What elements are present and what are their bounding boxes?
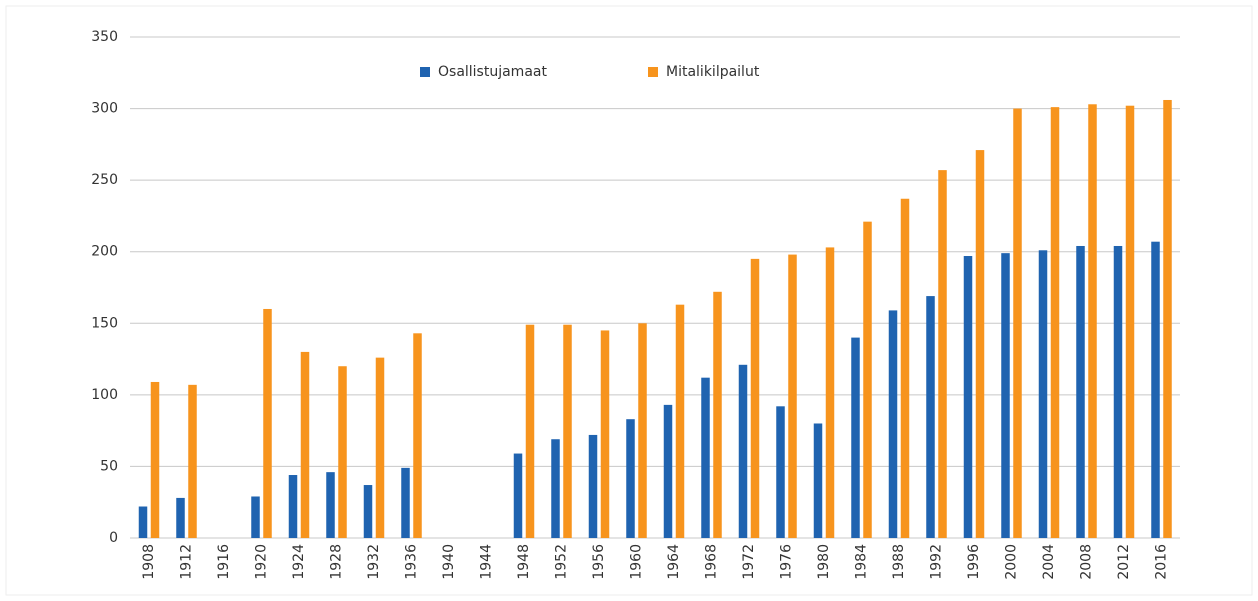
legend-swatch <box>420 67 430 77</box>
bar <box>563 324 572 538</box>
x-tick-label: 1964 <box>666 544 682 580</box>
bar <box>863 221 872 538</box>
bar <box>401 467 410 538</box>
x-tick-label: 1932 <box>366 544 382 580</box>
x-tick-label: 1948 <box>516 544 532 580</box>
legend-label: Osallistujamaat <box>438 64 547 80</box>
bar <box>300 351 310 538</box>
bar <box>1125 105 1135 539</box>
bar <box>513 453 523 538</box>
x-tick-label: 1968 <box>703 544 719 580</box>
bar <box>326 472 335 538</box>
bar <box>288 475 298 538</box>
x-tick-label: 2016 <box>1153 544 1169 580</box>
bar <box>588 434 598 538</box>
bar <box>900 198 910 538</box>
bar <box>1088 104 1097 538</box>
bar <box>1038 250 1048 539</box>
x-tick-label: 2012 <box>1116 544 1132 580</box>
x-tick-label: 1980 <box>816 544 832 580</box>
x-tick-label: 2004 <box>1041 544 1057 580</box>
bar <box>338 366 347 538</box>
bar <box>1050 107 1060 538</box>
bar <box>1001 253 1010 538</box>
bar <box>1151 241 1160 539</box>
x-tick-label: 2000 <box>1003 544 1019 580</box>
x-tick-label: 1984 <box>853 544 869 580</box>
x-tick-label: 1940 <box>441 544 457 580</box>
bar <box>975 150 985 538</box>
bar <box>1076 245 1085 538</box>
x-tick-label: 1952 <box>553 544 569 580</box>
x-tick-label: 1988 <box>891 544 907 580</box>
x-tick-label: 1996 <box>966 544 982 580</box>
bar <box>188 384 197 538</box>
bar <box>251 496 260 538</box>
bar <box>938 170 947 538</box>
bar <box>788 254 797 538</box>
x-tick-label: 1928 <box>328 544 344 580</box>
x-tick-label: 1972 <box>741 544 757 580</box>
bar <box>888 310 898 538</box>
x-tick-label: 1960 <box>628 544 644 580</box>
legend-swatch <box>648 67 658 77</box>
y-tick-label: 100 <box>91 387 118 403</box>
bar <box>551 439 560 538</box>
bar <box>375 357 385 538</box>
x-tick-label: 1924 <box>291 544 307 580</box>
y-tick-label: 200 <box>91 244 118 260</box>
bar <box>701 377 710 538</box>
x-tick-label: 1912 <box>178 544 194 580</box>
x-tick-label: 1920 <box>253 544 269 580</box>
bar <box>663 404 673 538</box>
x-tick-label: 2008 <box>1078 544 1094 580</box>
y-tick-label: 300 <box>91 101 118 117</box>
legend-label: Mitalikilpailut <box>666 64 760 80</box>
x-tick-label: 1976 <box>778 544 794 580</box>
bar <box>600 330 610 538</box>
bar <box>1163 99 1172 539</box>
bar <box>825 247 835 539</box>
bar <box>851 337 860 538</box>
bar <box>813 423 823 538</box>
bar <box>963 256 973 538</box>
bar <box>675 304 685 538</box>
y-tick-label: 250 <box>91 172 118 188</box>
bar <box>176 497 185 538</box>
bar <box>413 333 422 538</box>
bar <box>1013 108 1022 539</box>
x-tick-label: 1956 <box>591 544 607 580</box>
bar <box>1113 245 1123 538</box>
x-tick-label: 1992 <box>928 544 944 580</box>
y-tick-label: 150 <box>91 315 118 331</box>
bar <box>525 324 535 538</box>
bar <box>263 308 272 538</box>
bar <box>363 485 373 538</box>
x-tick-label: 1908 <box>141 544 157 580</box>
bar <box>150 381 160 538</box>
x-tick-label: 1936 <box>403 544 419 580</box>
bar <box>926 296 935 538</box>
bar <box>638 323 647 538</box>
bar <box>138 506 148 538</box>
bar <box>776 406 785 538</box>
y-tick-label: 50 <box>100 458 118 474</box>
x-tick-label: 1944 <box>478 544 494 580</box>
bar <box>738 364 748 538</box>
bar <box>713 291 722 538</box>
y-tick-label: 350 <box>91 29 118 45</box>
y-tick-label: 0 <box>109 530 118 546</box>
bar <box>626 419 635 538</box>
x-tick-label: 1916 <box>216 544 232 580</box>
bar <box>750 258 760 538</box>
